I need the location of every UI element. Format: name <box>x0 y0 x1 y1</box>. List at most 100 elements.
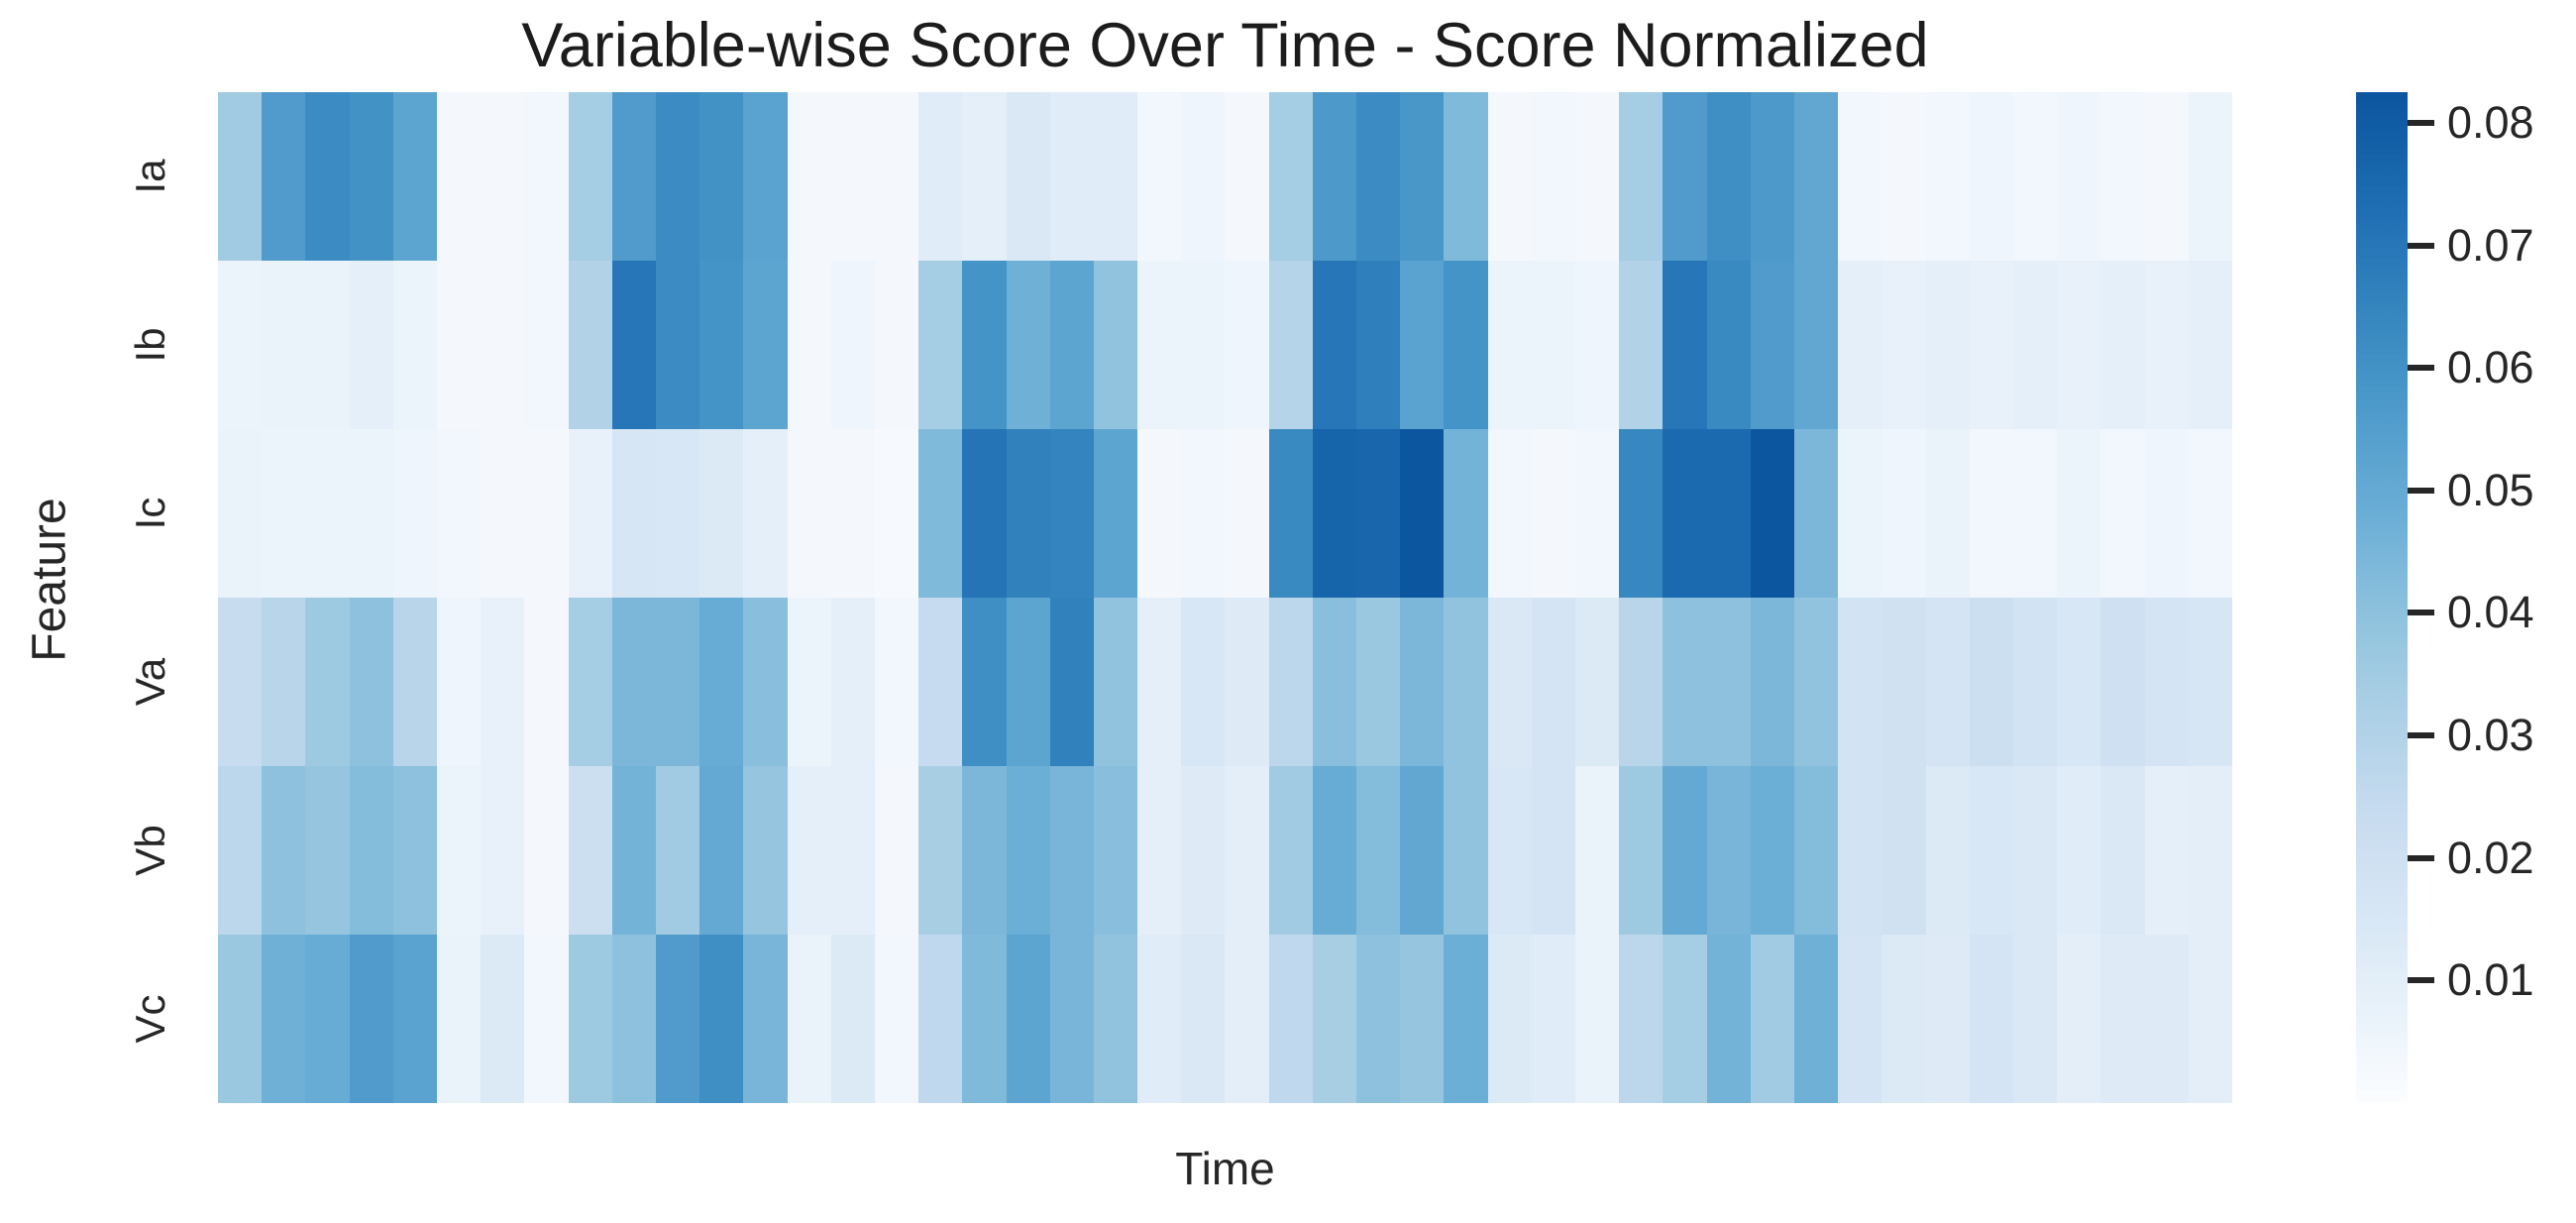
heatmap-cell <box>1663 766 1707 935</box>
heatmap-cell <box>218 598 263 766</box>
heatmap-cell <box>699 429 744 598</box>
heatmap-cell <box>524 935 569 1103</box>
heatmap-cell <box>1969 261 2014 429</box>
heatmap-cell <box>1706 935 1751 1103</box>
heatmap-cell <box>743 935 788 1103</box>
heatmap-cell <box>1794 429 1839 598</box>
heatmap-cell <box>1181 261 1226 429</box>
heatmap-cell <box>743 261 788 429</box>
heatmap-cell <box>655 598 700 766</box>
heatmap-cell <box>1794 766 1839 935</box>
heatmap-cell <box>655 92 700 261</box>
colorbar-tick-label: 0.02 <box>2447 832 2534 883</box>
heatmap-cell <box>655 261 700 429</box>
heatmap-cell <box>1137 261 1182 429</box>
heatmap-cell <box>1225 92 1269 261</box>
heatmap-cell <box>787 935 831 1103</box>
heatmap-cell <box>2144 598 2189 766</box>
heatmap-cell <box>1400 598 1445 766</box>
heatmap-cell <box>2100 766 2145 935</box>
heatmap-cell <box>1137 598 1182 766</box>
heatmap-cell <box>1794 261 1839 429</box>
heatmap-cell <box>830 766 875 935</box>
heatmap-cell <box>305 261 350 429</box>
heatmap-cell <box>1487 92 1532 261</box>
heatmap-cell <box>830 92 875 261</box>
heatmap-cell <box>2100 429 2145 598</box>
heatmap-cell <box>1794 935 1839 1103</box>
heatmap-cell <box>1838 766 1882 935</box>
heatmap-cell <box>1619 92 1664 261</box>
heatmap-cell <box>1969 429 2014 598</box>
heatmap-cell <box>830 261 875 429</box>
colorbar-tick-mark <box>2408 977 2434 984</box>
heatmap-cell <box>1531 261 1576 429</box>
heatmap-cell <box>392 429 437 598</box>
heatmap-cell <box>481 429 525 598</box>
heatmap-cell <box>743 92 788 261</box>
heatmap-cell <box>1881 598 1926 766</box>
heatmap-cell <box>1706 261 1751 429</box>
heatmap-cell <box>1137 429 1182 598</box>
heatmap-cell <box>962 261 1007 429</box>
heatmap-cell <box>349 261 393 429</box>
heatmap-cell <box>2188 92 2232 261</box>
heatmap-cell <box>1531 429 1576 598</box>
heatmap-cell <box>1312 92 1357 261</box>
heatmap-cell <box>743 766 788 935</box>
heatmap-cell <box>1093 598 1138 766</box>
heatmap-cell <box>1181 766 1226 935</box>
heatmap-cell <box>305 598 350 766</box>
heatmap-cell <box>1706 429 1751 598</box>
heatmap-cell <box>2013 429 2058 598</box>
heatmap-cell <box>1794 92 1839 261</box>
heatmap-cell <box>1487 766 1532 935</box>
heatmap-cell <box>1400 261 1445 429</box>
heatmap-cell <box>1881 92 1926 261</box>
heatmap-cell <box>481 598 525 766</box>
heatmap-cell <box>1838 935 1882 1103</box>
heatmap-cell <box>874 429 919 598</box>
heatmap-cell <box>305 766 350 935</box>
heatmap-cell <box>1356 935 1401 1103</box>
heatmap-cell <box>524 598 569 766</box>
heatmap-cell <box>699 766 744 935</box>
heatmap-cell <box>874 598 919 766</box>
heatmap-cell <box>1838 92 1882 261</box>
heatmap-cell <box>1093 429 1138 598</box>
heatmap-cell <box>1531 92 1576 261</box>
heatmap-cell <box>2013 766 2058 935</box>
colorbar-tick-label: 0.07 <box>2447 219 2534 271</box>
heatmap-cell <box>1575 261 1620 429</box>
heatmap-cell <box>1969 598 2014 766</box>
heatmap-cell <box>1093 92 1138 261</box>
heatmap-cell <box>524 92 569 261</box>
heatmap-cell <box>611 935 656 1103</box>
heatmap-cell <box>218 429 263 598</box>
heatmap-cell <box>568 429 612 598</box>
heatmap-cell <box>2188 935 2232 1103</box>
heatmap-cell <box>1225 598 1269 766</box>
heatmap-cell <box>918 766 963 935</box>
colorbar-tick-mark <box>2408 242 2434 249</box>
heatmap-cell <box>1137 766 1182 935</box>
heatmap-cell <box>1575 598 1620 766</box>
heatmap-cell <box>436 598 482 766</box>
heatmap-cell <box>1619 261 1664 429</box>
heatmap-cell <box>918 429 963 598</box>
heatmap-cell <box>1356 261 1401 429</box>
heatmap-cell <box>1838 598 1882 766</box>
colorbar <box>2356 92 2408 1103</box>
heatmap-cell <box>436 92 482 261</box>
heatmap-cell <box>1925 935 1970 1103</box>
heatmap-cell <box>349 92 393 261</box>
heatmap-cell <box>2013 598 2058 766</box>
heatmap-cell <box>1706 92 1751 261</box>
heatmap-cell <box>1181 429 1226 598</box>
heatmap-cell <box>1181 935 1226 1103</box>
heatmap-cell <box>2057 935 2101 1103</box>
chart-title: Variable-wise Score Over Time - Score No… <box>521 11 1929 80</box>
heatmap-cell <box>1487 598 1532 766</box>
heatmap-cell <box>481 766 525 935</box>
